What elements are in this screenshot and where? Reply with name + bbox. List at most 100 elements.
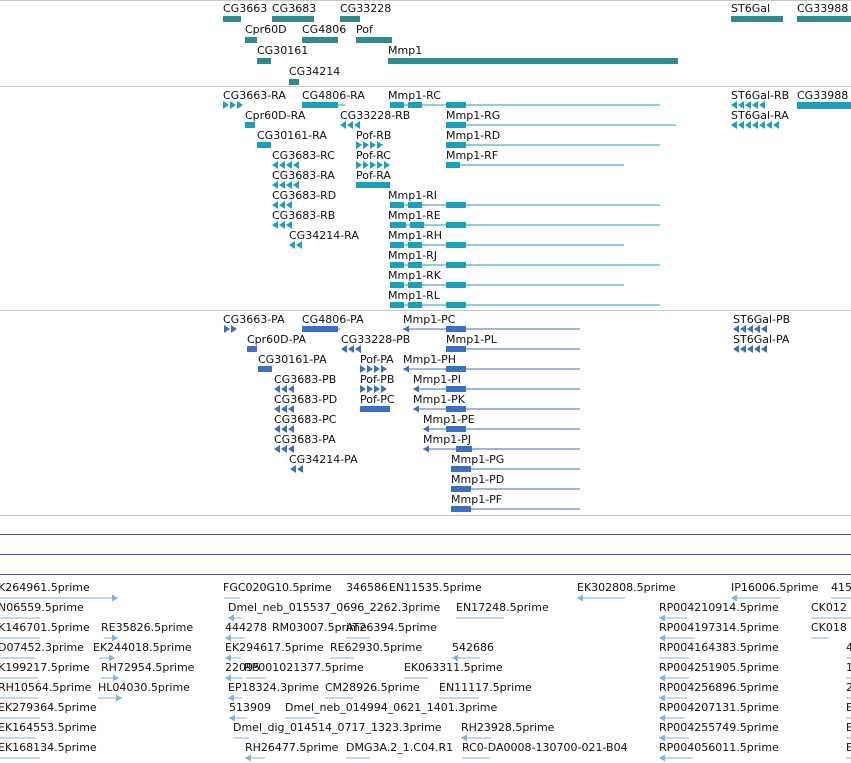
est-glyph[interactable] (227, 733, 255, 743)
gene-glyph[interactable] (302, 37, 338, 43)
gene-glyph[interactable] (356, 37, 392, 43)
ests-label[interactable]: RP004207131.5prime (659, 701, 779, 714)
est-glyph[interactable] (455, 733, 497, 743)
transcripts-label[interactable]: CG3663-RA (223, 89, 286, 102)
ests-label[interactable]: AT26394.5prime (346, 621, 437, 634)
genes-label[interactable]: CG33228 (340, 2, 392, 15)
est-glyph[interactable] (446, 653, 486, 663)
est-glyph[interactable] (825, 593, 851, 603)
transcript-glyph[interactable] (384, 260, 666, 270)
genes-label[interactable]: CG3683 (272, 2, 317, 15)
est-glyph[interactable] (653, 673, 695, 683)
protein-glyph[interactable] (341, 345, 364, 353)
transcripts-label[interactable]: CG33988 (797, 89, 849, 102)
proteins-label[interactable]: CG3663-PA (223, 313, 285, 326)
est-glyph[interactable] (725, 593, 787, 603)
est-glyph[interactable] (840, 733, 851, 743)
est-glyph[interactable] (433, 693, 485, 703)
transcripts-label[interactable]: Mmp1-RI (388, 189, 438, 202)
ests-label[interactable]: RH72954.5prime (101, 661, 195, 674)
gene-glyph[interactable] (272, 16, 314, 22)
gene-glyph[interactable] (223, 16, 241, 22)
transcript-glyph[interactable] (797, 102, 851, 109)
transcript-glyph[interactable] (384, 200, 666, 210)
proteins-label[interactable]: CG33228-PB (341, 333, 411, 346)
est-glyph[interactable] (0, 693, 44, 703)
transcript-glyph[interactable] (731, 101, 768, 109)
transcript-glyph[interactable] (440, 120, 682, 130)
est-glyph[interactable] (840, 673, 851, 683)
protein-glyph[interactable] (407, 404, 586, 414)
transcript-glyph[interactable] (384, 240, 630, 250)
gene-glyph[interactable] (289, 79, 299, 85)
transcripts-label[interactable]: Mmp1-RG (446, 109, 501, 122)
protein-glyph[interactable] (247, 346, 257, 352)
transcripts-label[interactable]: Cpr60D-RA (245, 109, 306, 122)
genes-label[interactable]: Mmp1 (388, 44, 423, 57)
protein-glyph[interactable] (290, 465, 306, 473)
est-glyph[interactable] (653, 733, 695, 743)
est-glyph[interactable] (279, 713, 321, 723)
proteins-label[interactable]: Mmp1-PH (403, 353, 457, 366)
ests-label[interactable]: RE35826.5prime (101, 621, 194, 634)
ests-label[interactable]: DMG3A.2_1.C04.R1 (346, 741, 454, 754)
ests-label[interactable]: CM28926.5prime (325, 681, 420, 694)
ests-label[interactable]: Dmel_dig_014514_0717_1323.3prime (233, 721, 442, 734)
transcripts-label[interactable]: Mmp1-RC (388, 89, 441, 102)
ests-label[interactable]: K264961.5prime (0, 581, 90, 594)
est-glyph[interactable] (450, 613, 510, 623)
proteins-label[interactable]: CG3683-PC (274, 413, 337, 426)
ests-label[interactable]: EK279364.5prime (0, 701, 97, 714)
ests-label[interactable]: EK063311.5prime (404, 661, 503, 674)
ests-label[interactable]: N06559.5prime (0, 601, 84, 614)
transcript-glyph[interactable] (384, 220, 666, 230)
gene-glyph[interactable] (731, 16, 783, 22)
transcripts-label[interactable]: Pof-RC (356, 149, 391, 162)
ests-label[interactable]: Dmel_neb_014994_0621_1401.3prime (285, 701, 498, 714)
transcripts-label[interactable]: Mmp1-RL (388, 289, 440, 302)
transcripts-label[interactable]: CG33228-RB (340, 109, 411, 122)
transcript-glyph[interactable] (440, 160, 630, 170)
proteins-label[interactable]: Mmp1-PG (451, 453, 505, 466)
ests-label[interactable]: RP004251905.5prime (659, 661, 779, 674)
ests-label[interactable]: RP001021377.5prime (244, 661, 364, 674)
transcripts-label[interactable]: CG3683-RB (272, 209, 336, 222)
transcript-glyph[interactable] (272, 221, 295, 229)
proteins-label[interactable]: Mmp1-PJ (423, 433, 472, 446)
protein-glyph[interactable] (274, 425, 297, 433)
ests-label[interactable]: IP16006.5prime (731, 581, 819, 594)
est-glyph[interactable] (98, 633, 124, 643)
ests-label[interactable]: EK244018.5prime (93, 641, 192, 654)
ests-label[interactable]: RP004164383.5prime (659, 641, 779, 654)
transcript-glyph[interactable] (289, 241, 305, 249)
transcripts-label[interactable]: ST6Gal-RA (731, 109, 789, 122)
est-glyph[interactable] (0, 593, 124, 603)
transcripts-label[interactable]: Mmp1-RE (388, 209, 441, 222)
proteins-label[interactable]: ST6Gal-PA (733, 333, 790, 346)
transcript-glyph[interactable] (356, 141, 386, 149)
ests-label[interactable]: 1 (846, 661, 851, 674)
est-glyph[interactable] (0, 653, 42, 663)
est-glyph[interactable] (223, 713, 253, 723)
proteins-label[interactable]: Pof-PB (360, 373, 395, 386)
proteins-label[interactable]: Mmp1-PF (451, 493, 503, 506)
proteins-label[interactable]: Mmp1-PD (451, 473, 505, 486)
ests-label[interactable]: EN11117.5prime (439, 681, 532, 694)
ests-label[interactable]: 415 (831, 581, 851, 594)
gene-glyph[interactable] (388, 58, 678, 64)
transcript-glyph[interactable] (272, 181, 302, 189)
protein-glyph[interactable] (296, 324, 346, 334)
transcript-glyph[interactable] (384, 300, 666, 310)
est-glyph[interactable] (0, 753, 46, 763)
transcripts-label[interactable]: Pof-RB (356, 129, 392, 142)
est-glyph[interactable] (219, 633, 251, 643)
ests-label[interactable]: D07452.3prime (0, 641, 85, 654)
est-glyph[interactable] (840, 713, 851, 723)
transcript-glyph[interactable] (384, 100, 666, 110)
ests-label[interactable]: RP004256896.5prime (659, 681, 779, 694)
genes-label[interactable]: CG33988 (797, 2, 849, 15)
proteins-label[interactable]: Pof-PC (360, 393, 395, 406)
ests-label[interactable]: RP004197314.5prime (659, 621, 779, 634)
genes-label[interactable]: CG4806 (302, 23, 347, 36)
est-glyph[interactable] (324, 653, 360, 663)
